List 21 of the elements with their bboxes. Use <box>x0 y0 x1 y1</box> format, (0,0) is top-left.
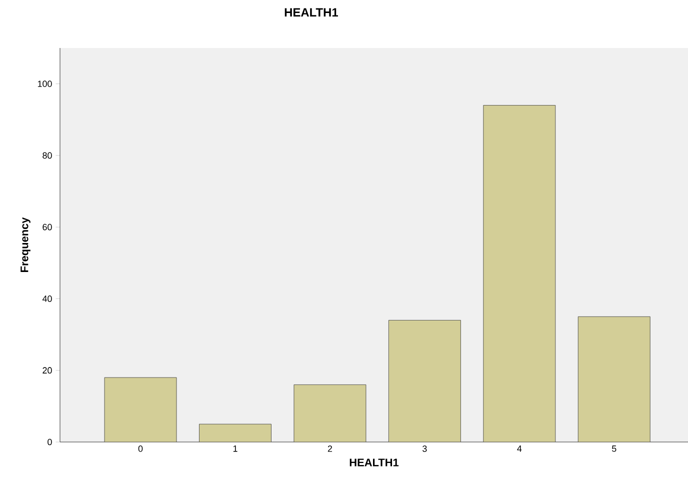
bar <box>294 384 366 442</box>
bar <box>199 424 272 442</box>
bar <box>104 377 177 442</box>
y-tick-label: 0 <box>48 438 52 446</box>
x-tick-label: 4 <box>517 446 522 452</box>
y-tick-label: 20 <box>42 367 52 374</box>
x-tick-label: 2 <box>328 446 332 452</box>
x-axis-title: HEALTH1 <box>350 458 399 466</box>
x-tick-label: 5 <box>612 446 616 452</box>
y-tick-label: 40 <box>42 296 52 302</box>
x-tick-label: 3 <box>422 446 427 452</box>
bar <box>578 316 650 442</box>
x-tick-label: 1 <box>233 446 238 452</box>
y-tick-label: 60 <box>42 224 52 230</box>
y-axis-title: Frequency <box>20 217 30 272</box>
y-tick-label: 100 <box>38 80 52 87</box>
x-tick-label: 0 <box>138 446 143 452</box>
y-tick-label: 80 <box>42 152 52 159</box>
chart-title: HEALTH1 <box>284 8 338 16</box>
bar <box>483 105 556 442</box>
bar <box>388 320 461 442</box>
